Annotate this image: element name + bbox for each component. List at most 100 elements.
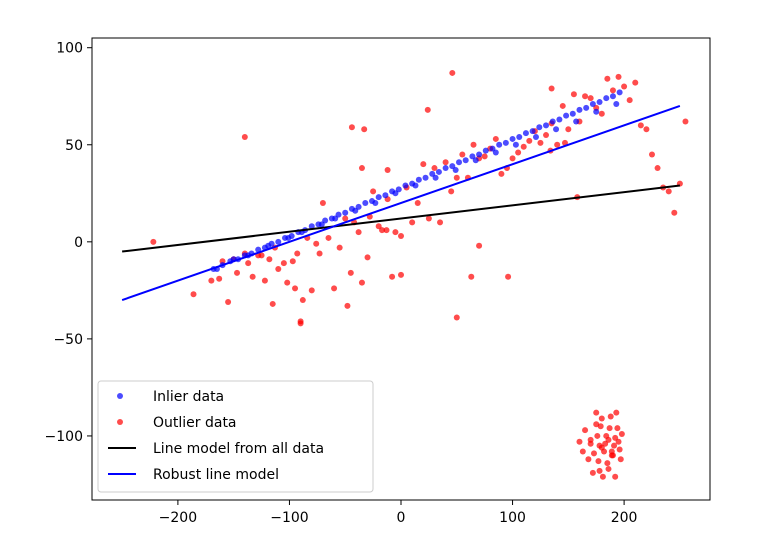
outlier-point <box>637 122 644 129</box>
outlier-point <box>505 273 512 280</box>
legend-marker-0 <box>117 393 123 399</box>
y-tick-label: 50 <box>65 138 83 154</box>
inlier-point <box>318 221 325 228</box>
outlier-point <box>364 254 371 261</box>
outlier-point <box>319 200 326 206</box>
outlier-point <box>498 170 505 177</box>
outlier-point <box>598 110 605 117</box>
outlier-point <box>468 273 475 280</box>
outlier-point <box>437 219 444 226</box>
outlier-point <box>604 75 611 82</box>
outlier-point <box>605 436 612 443</box>
outlier-point <box>596 467 603 474</box>
inlier-point <box>536 124 543 131</box>
outlier-point <box>509 155 516 162</box>
outlier-point <box>190 291 197 298</box>
inlier-point <box>335 211 342 218</box>
inlier-point <box>308 223 315 230</box>
outlier-point <box>425 215 432 222</box>
inlier-point <box>392 190 399 197</box>
outlier-point <box>559 102 566 109</box>
outlier-point <box>598 444 605 451</box>
outlier-point <box>613 409 620 416</box>
outlier-point <box>284 279 291 286</box>
inlier-point <box>285 234 292 241</box>
outlier-point <box>587 95 594 102</box>
inlier-point <box>496 141 503 148</box>
outlier-point <box>515 149 522 156</box>
outlier-point <box>614 425 621 432</box>
outlier-point <box>632 79 639 86</box>
outlier-point <box>379 227 386 234</box>
outlier-point <box>420 161 427 168</box>
outlier-point <box>615 73 622 80</box>
outlier-point <box>643 126 650 133</box>
outlier-point <box>599 473 606 480</box>
legend: Inlier data Outlier data Line model from a… <box>97 380 374 493</box>
inlier-point <box>432 174 439 181</box>
outlier-point <box>526 137 533 144</box>
x-tick-label: −100 <box>270 510 308 526</box>
outlier-point <box>358 279 365 286</box>
inlier-point <box>596 99 603 106</box>
outlier-point <box>582 427 589 434</box>
outlier-point <box>308 287 315 294</box>
inlier-point <box>556 116 563 123</box>
outlier-point <box>590 450 597 457</box>
inlier-point <box>449 163 456 170</box>
inlier-point <box>456 159 463 166</box>
outlier-point <box>565 126 572 133</box>
inlier-point <box>482 147 489 154</box>
outlier-point <box>325 234 332 241</box>
inlier-point <box>512 141 519 148</box>
outlier-point <box>249 273 256 280</box>
legend-label-3: Robust line model <box>153 467 279 483</box>
outlier-point <box>665 188 672 195</box>
inlier-point <box>415 176 422 183</box>
inlier-point <box>509 135 516 142</box>
inlier-point <box>609 93 616 100</box>
all-data-line <box>122 184 680 253</box>
outlier-point <box>554 141 561 148</box>
outlier-point <box>234 269 241 276</box>
y-tick-label: 100 <box>56 41 83 57</box>
outlier-point <box>593 421 600 428</box>
outlier-point <box>548 85 555 92</box>
outlier-point <box>294 250 301 257</box>
outlier-point <box>449 69 456 76</box>
inlier-point <box>553 126 560 133</box>
inlier-point <box>435 168 442 175</box>
outlier-point <box>612 434 619 441</box>
inlier-point <box>529 128 536 135</box>
inlier-point <box>589 101 596 107</box>
outlier-point <box>615 438 622 445</box>
inlier-point <box>549 118 556 125</box>
outlier-point <box>409 219 416 226</box>
inlier-point <box>603 95 610 102</box>
inlier-point <box>442 165 449 172</box>
x-tick-label: 100 <box>499 510 526 526</box>
outlier-point <box>266 256 273 263</box>
inlier-point <box>265 242 272 249</box>
outlier-point <box>579 448 586 455</box>
inlier-point <box>422 174 429 181</box>
outlier-point <box>616 446 623 453</box>
outlier-point <box>589 469 596 476</box>
inlier-point <box>362 200 369 206</box>
outlier-point <box>258 252 265 259</box>
outlier-point <box>292 285 299 292</box>
inlier-point <box>332 215 339 222</box>
outlier-point <box>492 135 499 142</box>
legend-label-0: Inlier data <box>153 389 224 405</box>
outlier-point <box>476 242 483 249</box>
lines-layer <box>121 104 681 302</box>
outlier-point <box>453 314 460 321</box>
outlier-point <box>336 244 343 251</box>
outlier-point <box>241 134 248 140</box>
outlier-point <box>481 153 488 160</box>
inlier-point <box>469 153 476 160</box>
outlier-point <box>617 456 624 463</box>
y-tick-label: 0 <box>74 235 83 251</box>
outlier-point <box>398 271 404 278</box>
outlier-point <box>431 165 438 172</box>
